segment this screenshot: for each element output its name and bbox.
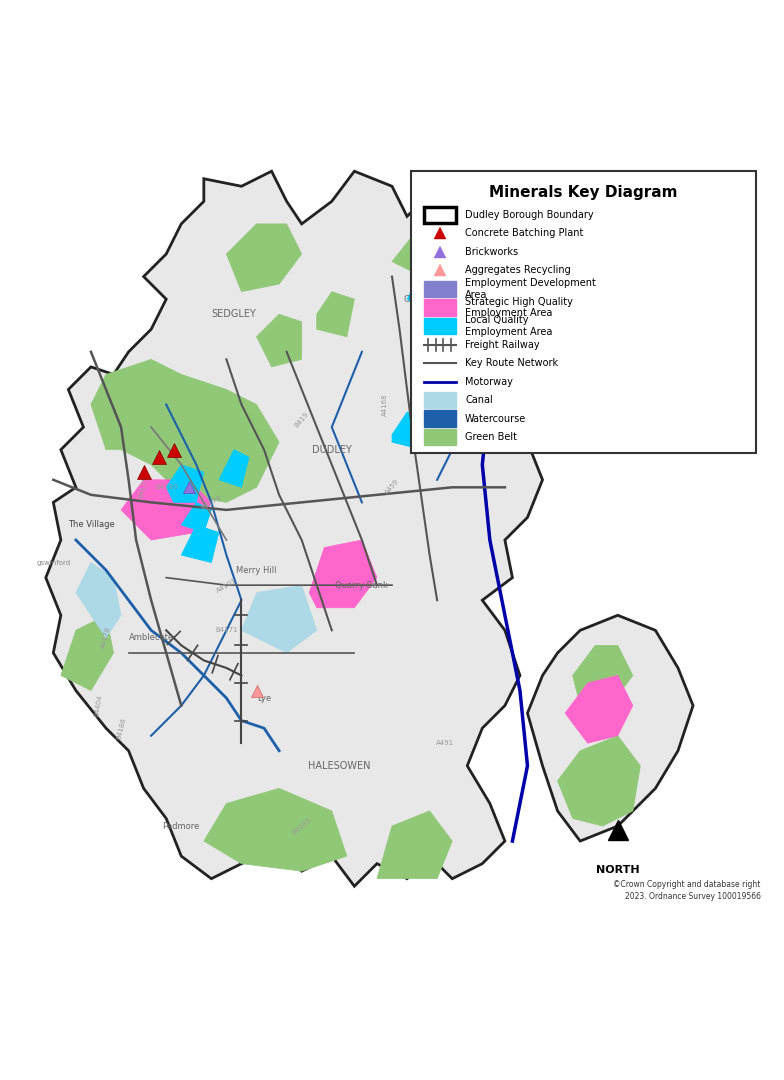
Text: Amblecote: Amblecote — [129, 633, 174, 643]
FancyBboxPatch shape — [424, 206, 456, 224]
Polygon shape — [61, 616, 114, 690]
Polygon shape — [377, 811, 452, 879]
Polygon shape — [407, 269, 452, 314]
Text: Merry Hill: Merry Hill — [236, 566, 277, 575]
Text: DUDLEY: DUDLEY — [312, 445, 352, 455]
Text: ©Crown Copyright and database right
2023. Ordnance Survey 100019566: ©Crown Copyright and database right 2023… — [613, 880, 760, 902]
Polygon shape — [256, 314, 302, 367]
Text: B4404: B4404 — [93, 694, 103, 717]
Polygon shape — [557, 735, 641, 826]
Text: B4180: B4180 — [155, 484, 177, 490]
Text: A491: A491 — [436, 740, 454, 746]
Text: B4186: B4186 — [115, 716, 127, 740]
Polygon shape — [45, 172, 565, 887]
Text: COSELEY: COSELEY — [403, 295, 441, 303]
Text: Dudley Borough Boundary: Dudley Borough Boundary — [465, 210, 593, 220]
Polygon shape — [528, 616, 693, 841]
Text: Canal: Canal — [465, 395, 493, 405]
Text: Minerals Key Diagram: Minerals Key Diagram — [489, 185, 677, 200]
Text: Strategic High Quality
Employment Area: Strategic High Quality Employment Area — [465, 297, 573, 319]
Polygon shape — [565, 675, 633, 743]
FancyBboxPatch shape — [424, 429, 456, 445]
Polygon shape — [121, 480, 212, 540]
Polygon shape — [430, 390, 459, 419]
FancyBboxPatch shape — [424, 318, 456, 335]
Polygon shape — [309, 540, 377, 608]
Text: Aggregates Recycling: Aggregates Recycling — [465, 266, 571, 275]
Polygon shape — [166, 464, 204, 502]
Text: A459: A459 — [384, 478, 400, 496]
Text: B4175: B4175 — [138, 475, 150, 499]
Polygon shape — [437, 337, 467, 360]
FancyBboxPatch shape — [424, 281, 456, 297]
Text: B4176: B4176 — [200, 495, 223, 511]
Text: Quarry Bank: Quarry Bank — [336, 581, 388, 590]
Polygon shape — [392, 413, 430, 449]
Text: A4101: A4101 — [215, 577, 238, 593]
Text: Watercourse: Watercourse — [465, 414, 526, 423]
Polygon shape — [227, 224, 302, 292]
Text: Motorway: Motorway — [465, 377, 513, 387]
Polygon shape — [317, 292, 354, 337]
Polygon shape — [91, 360, 279, 502]
Text: Freight Railway: Freight Railway — [465, 339, 539, 350]
Text: Lye: Lye — [257, 693, 271, 703]
Text: Local Quality
Employment Area: Local Quality Employment Area — [465, 315, 553, 337]
Polygon shape — [181, 525, 219, 563]
Polygon shape — [392, 224, 467, 284]
Text: NORTH: NORTH — [596, 865, 640, 875]
Text: gswinford: gswinford — [36, 559, 71, 566]
Polygon shape — [181, 502, 212, 532]
Polygon shape — [219, 449, 249, 487]
Text: Pedmore: Pedmore — [162, 822, 200, 831]
Polygon shape — [241, 585, 317, 653]
FancyBboxPatch shape — [424, 299, 456, 315]
Text: SEDGLEY: SEDGLEY — [212, 309, 256, 320]
FancyBboxPatch shape — [424, 410, 456, 427]
Polygon shape — [422, 345, 475, 390]
Text: A4168: A4168 — [382, 393, 387, 416]
Text: B4171: B4171 — [215, 627, 238, 633]
Text: B419: B419 — [293, 410, 310, 429]
Polygon shape — [204, 788, 347, 872]
FancyBboxPatch shape — [424, 392, 456, 408]
Text: B4183: B4183 — [291, 816, 312, 836]
Text: Brickworks: Brickworks — [465, 247, 518, 257]
Text: The Village: The Village — [67, 521, 114, 529]
FancyBboxPatch shape — [411, 172, 756, 454]
Text: HALESOWEN: HALESOWEN — [308, 760, 371, 771]
Text: Concrete Batching Plant: Concrete Batching Plant — [465, 228, 583, 239]
Polygon shape — [76, 563, 121, 638]
Text: Green Belt: Green Belt — [465, 432, 517, 442]
Text: A4176: A4176 — [100, 626, 112, 649]
Text: Key Route Network: Key Route Network — [465, 359, 558, 368]
Polygon shape — [572, 646, 633, 705]
Text: Employment Development
Area: Employment Development Area — [465, 279, 596, 300]
